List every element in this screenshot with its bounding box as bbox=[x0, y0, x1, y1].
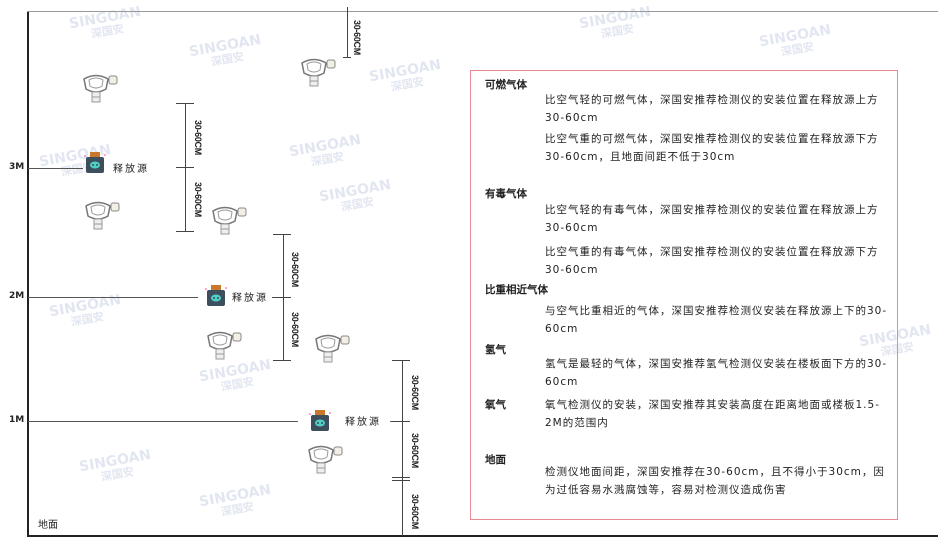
toxic-heading: 有毒气体 bbox=[485, 188, 527, 200]
dimension-tick bbox=[273, 360, 291, 361]
dimension-label: 30-60CM bbox=[352, 20, 362, 55]
dimension-tick bbox=[176, 167, 194, 168]
release-source-label: 释放源 bbox=[113, 164, 149, 175]
ground-text: 检测仪地面间距，深国安推荐在30-60cm，且不得小于30cm，因为过低容易水溅… bbox=[545, 466, 885, 496]
wall-line bbox=[27, 11, 29, 537]
ceiling-line bbox=[27, 11, 938, 12]
dimension-line bbox=[402, 360, 403, 536]
release-source-label: 释放源 bbox=[345, 417, 381, 428]
dimension-tick bbox=[273, 234, 291, 235]
hydrogen-heading: 氢气 bbox=[485, 344, 506, 356]
watermark: SINGOAN 深国安 bbox=[197, 356, 273, 394]
dimension-label: 30-60CM bbox=[193, 120, 203, 155]
recommendation-panel: 可燃气体 比空气轻的可燃气体，深国安推荐检测仪的安装位置在释放源上方30-60c… bbox=[470, 70, 898, 520]
level-1m-line bbox=[28, 421, 298, 422]
release-source-label: 释放源 bbox=[232, 293, 268, 304]
combustible-heavier-text: 比空气重的可燃气体，深国安推荐检测仪的安装位置在释放源下方30-60cm，且地面… bbox=[545, 133, 879, 163]
ground-label: 地面 bbox=[38, 520, 58, 531]
dimension-tick bbox=[392, 477, 410, 478]
dimension-label: 30-60CM bbox=[290, 252, 300, 287]
level-2m-line bbox=[28, 297, 198, 298]
release-source-icon bbox=[83, 151, 107, 179]
dimension-tick bbox=[176, 103, 194, 104]
gas-detector-icon bbox=[207, 205, 249, 239]
dimension-tick bbox=[273, 297, 291, 298]
release-source-icon bbox=[308, 409, 332, 437]
combustible-lighter-text: 比空气轻的可燃气体，深国安推荐检测仪的安装位置在释放源上方30-60cm bbox=[545, 94, 879, 124]
dimension-label: 30-60CM bbox=[193, 182, 203, 217]
dimension-line bbox=[347, 7, 348, 57]
level-1m: 1M bbox=[9, 415, 25, 425]
watermark: SINGOAN 深国安 bbox=[197, 481, 273, 519]
similar-density-heading: 比重相近气体 bbox=[485, 284, 548, 296]
floor-line bbox=[27, 535, 938, 537]
ground-heading: 地面 bbox=[485, 454, 506, 466]
dimension-label: 30-60CM bbox=[410, 494, 420, 529]
level-3m: 3M bbox=[9, 162, 25, 172]
gas-detector-icon bbox=[78, 73, 120, 107]
gas-detector-icon bbox=[310, 333, 352, 367]
dimension-tick bbox=[176, 231, 194, 232]
watermark: SINGOAN 深国安 bbox=[77, 446, 153, 484]
watermark: SINGOAN 深国安 bbox=[187, 31, 263, 69]
oxygen-text: 氧气检测仪的安装，深国安推荐其安装高度在距离地面或楼板1.5-2M的范围内 bbox=[545, 399, 880, 429]
hydrogen-text: 氢气是最轻的气体，深国安推荐氢气检测仪安装在楼板面下方的30-60cm bbox=[545, 358, 888, 388]
toxic-heavier-text: 比空气重的有毒气体，深国安推荐检测仪的安装位置在释放源下方30-60cm bbox=[545, 246, 879, 276]
oxygen-heading: 氧气 bbox=[485, 399, 506, 411]
dimension-label: 30-60CM bbox=[410, 433, 420, 468]
gas-detector-icon bbox=[80, 200, 122, 234]
watermark: SINGOAN 深国安 bbox=[757, 21, 833, 59]
dimension-tick bbox=[343, 57, 351, 58]
gas-detector-icon bbox=[202, 330, 244, 364]
watermark: SINGOAN 深国安 bbox=[287, 131, 363, 169]
dimension-label: 30-60CM bbox=[290, 312, 300, 347]
dimension-tick bbox=[392, 480, 410, 481]
toxic-lighter-text: 比空气轻的有毒气体，深国安推荐检测仪的安装位置在释放源上方30-60cm bbox=[545, 204, 879, 234]
level-2m: 2M bbox=[9, 291, 25, 301]
combustible-heading: 可燃气体 bbox=[485, 79, 527, 91]
dimension-label: 30-60CM bbox=[410, 375, 420, 410]
dimension-tick bbox=[392, 421, 410, 422]
release-source-icon bbox=[204, 284, 228, 312]
gas-detector-icon bbox=[303, 444, 345, 478]
watermark: SINGOAN 深国安 bbox=[317, 176, 393, 214]
similar-density-text: 与空气比重相近的气体，深国安推荐检测仪安装在释放源上下的30-60cm bbox=[545, 305, 888, 335]
watermark: SINGOAN 深国安 bbox=[47, 291, 123, 329]
watermark: SINGOAN 深国安 bbox=[367, 56, 443, 94]
gas-detector-icon bbox=[296, 57, 338, 91]
level-3m-line bbox=[28, 168, 83, 169]
dimension-tick bbox=[392, 360, 410, 361]
